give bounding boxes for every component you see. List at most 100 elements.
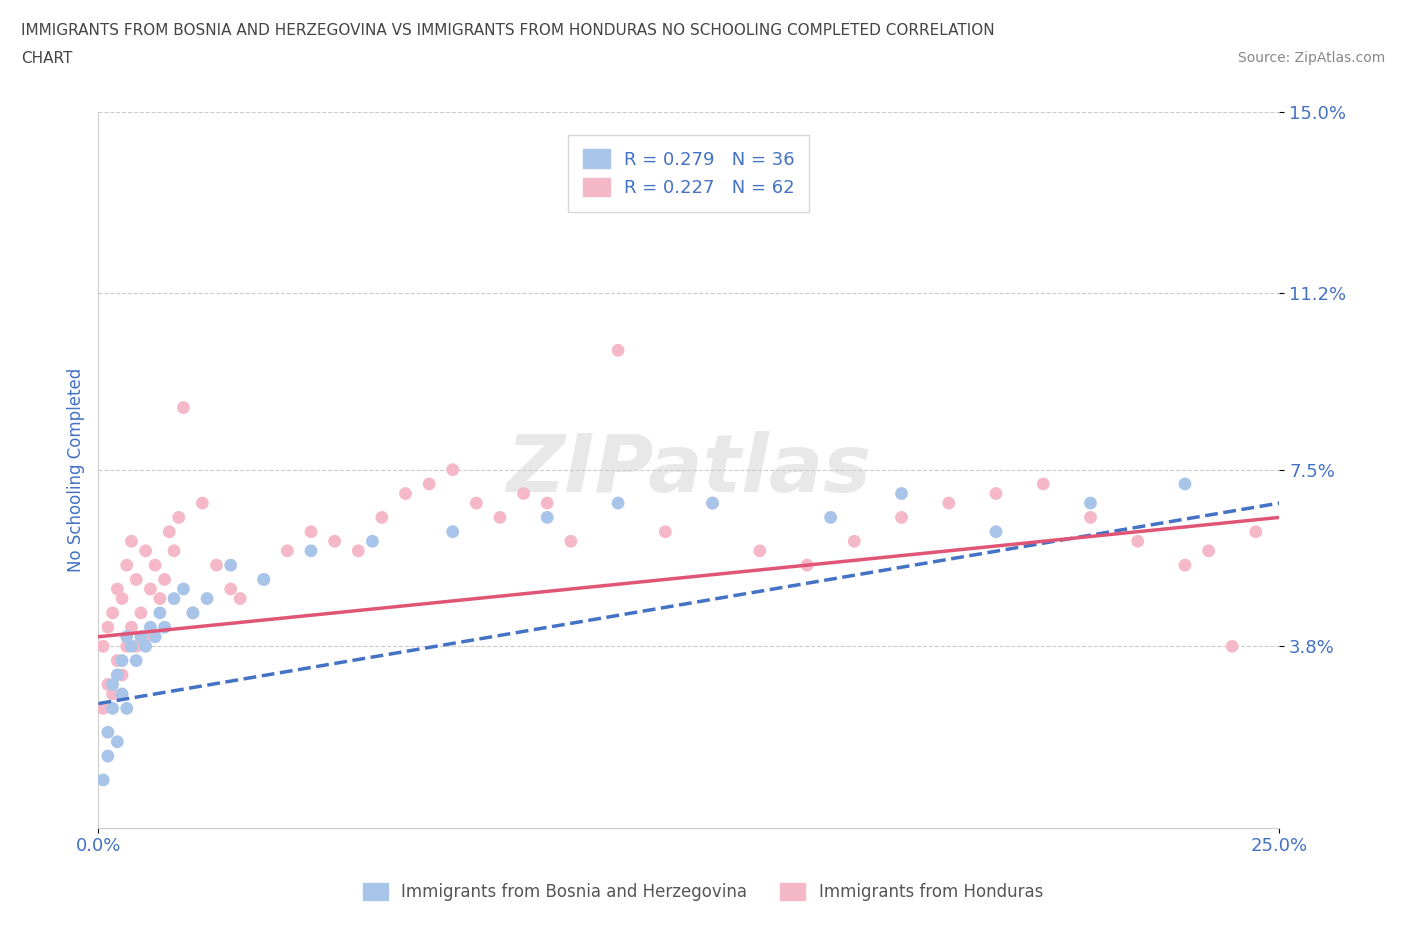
Text: IMMIGRANTS FROM BOSNIA AND HERZEGOVINA VS IMMIGRANTS FROM HONDURAS NO SCHOOLING : IMMIGRANTS FROM BOSNIA AND HERZEGOVINA V… <box>21 23 994 38</box>
Point <box>441 525 464 539</box>
Point <box>101 605 124 620</box>
Point <box>536 510 558 525</box>
Point <box>139 619 162 634</box>
Point <box>191 496 214 511</box>
Point <box>253 572 276 587</box>
Point <box>219 581 242 596</box>
Point <box>111 686 134 701</box>
Point <box>153 572 176 587</box>
Point <box>253 572 276 587</box>
Point <box>91 701 114 716</box>
Point <box>97 677 120 692</box>
Point <box>323 534 346 549</box>
Point <box>163 543 186 558</box>
Point <box>489 510 512 525</box>
Point <box>91 639 114 654</box>
Y-axis label: No Schooling Completed: No Schooling Completed <box>66 367 84 572</box>
Point <box>984 525 1007 539</box>
Point <box>394 486 416 501</box>
Point <box>181 605 204 620</box>
Text: Source: ZipAtlas.com: Source: ZipAtlas.com <box>1237 51 1385 65</box>
Point <box>1174 476 1197 491</box>
Point <box>820 510 842 525</box>
Point <box>1126 534 1149 549</box>
Point <box>560 534 582 549</box>
Point <box>139 581 162 596</box>
Point <box>91 773 114 788</box>
Point <box>361 534 384 549</box>
Point <box>97 619 120 634</box>
Point <box>984 486 1007 501</box>
Point <box>465 496 488 511</box>
Point <box>299 525 322 539</box>
Point <box>748 543 770 558</box>
Point <box>111 653 134 668</box>
Point <box>347 543 370 558</box>
Point <box>101 686 124 701</box>
Point <box>890 510 912 525</box>
Point <box>143 630 166 644</box>
Legend: R = 0.279   N = 36, R = 0.227   N = 62: R = 0.279 N = 36, R = 0.227 N = 62 <box>568 135 810 211</box>
Point <box>172 581 194 596</box>
Point <box>229 591 252 606</box>
Point <box>441 462 464 477</box>
Point <box>115 558 138 573</box>
Point <box>299 543 322 558</box>
Point <box>149 605 172 620</box>
Point <box>195 591 218 606</box>
Point <box>115 701 138 716</box>
Point <box>111 591 134 606</box>
Point <box>536 496 558 511</box>
Point <box>157 525 180 539</box>
Point <box>1244 525 1267 539</box>
Point <box>101 701 124 716</box>
Point <box>938 496 960 511</box>
Point <box>1032 476 1054 491</box>
Point <box>1174 558 1197 573</box>
Point <box>205 558 228 573</box>
Point <box>125 653 148 668</box>
Point <box>276 543 298 558</box>
Point <box>105 653 128 668</box>
Point <box>371 510 394 525</box>
Point <box>1080 496 1102 511</box>
Point <box>702 496 724 511</box>
Point <box>129 630 152 644</box>
Point <box>796 558 818 573</box>
Point <box>135 639 157 654</box>
Point <box>844 534 866 549</box>
Point <box>607 496 630 511</box>
Point <box>163 591 186 606</box>
Point <box>890 486 912 501</box>
Point <box>172 400 194 415</box>
Point <box>121 619 143 634</box>
Point <box>654 525 676 539</box>
Point <box>97 749 120 764</box>
Point <box>135 630 157 644</box>
Point <box>105 668 128 683</box>
Point <box>129 605 152 620</box>
Point <box>97 724 120 739</box>
Point <box>115 630 138 644</box>
Point <box>219 558 242 573</box>
Point <box>181 605 204 620</box>
Point <box>121 534 143 549</box>
Point <box>167 510 190 525</box>
Point <box>125 639 148 654</box>
Point <box>135 543 157 558</box>
Point <box>111 668 134 683</box>
Point <box>1198 543 1220 558</box>
Point <box>125 572 148 587</box>
Point <box>105 735 128 750</box>
Point <box>1080 510 1102 525</box>
Point <box>418 476 440 491</box>
Point <box>153 619 176 634</box>
Point <box>115 639 138 654</box>
Point <box>607 343 630 358</box>
Text: CHART: CHART <box>21 51 73 66</box>
Point <box>149 591 172 606</box>
Point <box>121 639 143 654</box>
Point <box>105 581 128 596</box>
Point <box>702 496 724 511</box>
Text: ZIPatlas: ZIPatlas <box>506 431 872 509</box>
